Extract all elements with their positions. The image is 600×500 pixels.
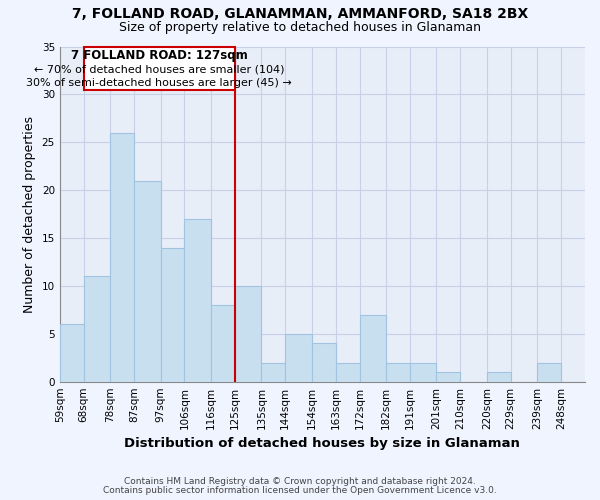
Bar	[83, 276, 110, 382]
Bar	[211, 305, 235, 382]
Bar	[487, 372, 511, 382]
Bar	[262, 362, 285, 382]
Y-axis label: Number of detached properties: Number of detached properties	[23, 116, 36, 312]
Bar	[359, 314, 386, 382]
Bar	[60, 324, 83, 382]
Bar	[312, 344, 335, 382]
Bar	[285, 334, 312, 382]
Text: Contains public sector information licensed under the Open Government Licence v3: Contains public sector information licen…	[103, 486, 497, 495]
Text: 30% of semi-detached houses are larger (45) →: 30% of semi-detached houses are larger (…	[26, 78, 292, 88]
Bar	[161, 248, 184, 382]
Bar	[134, 180, 161, 382]
Text: ← 70% of detached houses are smaller (104): ← 70% of detached houses are smaller (10…	[34, 64, 284, 74]
Text: Contains HM Land Registry data © Crown copyright and database right 2024.: Contains HM Land Registry data © Crown c…	[124, 477, 476, 486]
Text: 7, FOLLAND ROAD, GLANAMMAN, AMMANFORD, SA18 2BX: 7, FOLLAND ROAD, GLANAMMAN, AMMANFORD, S…	[72, 8, 528, 22]
Text: 7 FOLLAND ROAD: 127sqm: 7 FOLLAND ROAD: 127sqm	[71, 50, 248, 62]
Text: Size of property relative to detached houses in Glanaman: Size of property relative to detached ho…	[119, 21, 481, 34]
Bar	[184, 219, 211, 382]
FancyBboxPatch shape	[83, 46, 235, 90]
Bar	[386, 362, 410, 382]
Bar	[436, 372, 460, 382]
Bar	[537, 362, 561, 382]
X-axis label: Distribution of detached houses by size in Glanaman: Distribution of detached houses by size …	[124, 437, 520, 450]
Bar	[410, 362, 436, 382]
Bar	[110, 132, 134, 382]
Bar	[235, 286, 262, 382]
Bar	[335, 362, 359, 382]
